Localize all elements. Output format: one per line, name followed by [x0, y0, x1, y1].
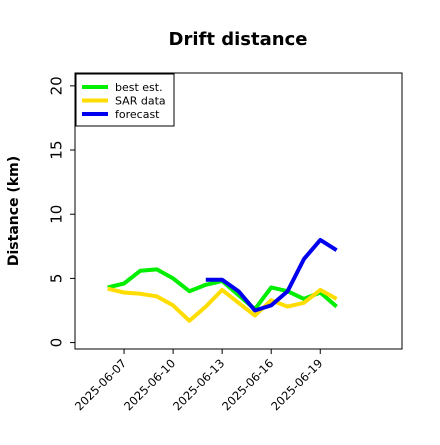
x-axis: 2025-06-072025-06-102025-06-132025-06-16…: [72, 349, 325, 413]
y-tick-label: 0: [47, 338, 65, 348]
y-tick-label: 20: [47, 76, 65, 95]
y-axis-label: Distance (km): [6, 156, 22, 266]
plot-frame: [74, 72, 403, 350]
series-lines: [107, 237, 338, 323]
series-line-sar-data: [107, 286, 338, 323]
y-axis: 0 5 10 15 20: [47, 76, 75, 347]
y-tick-label: 15: [47, 140, 65, 159]
chart-title: Drift distance: [169, 29, 308, 50]
legend-label: SAR data: [115, 95, 166, 108]
x-tick-label: 2025-06-16: [219, 356, 276, 413]
x-tick-label: 2025-06-19: [268, 356, 325, 413]
series-line-forecast: [205, 237, 338, 313]
legend-label: best est.: [115, 81, 163, 94]
legend-label: forecast: [115, 108, 160, 121]
y-tick-label: 10: [47, 205, 65, 224]
x-tick-label: 2025-06-07: [72, 356, 129, 413]
x-tick-label: 2025-06-13: [170, 356, 227, 413]
x-tick-label: 2025-06-10: [121, 356, 178, 413]
y-tick-label: 5: [47, 274, 65, 284]
